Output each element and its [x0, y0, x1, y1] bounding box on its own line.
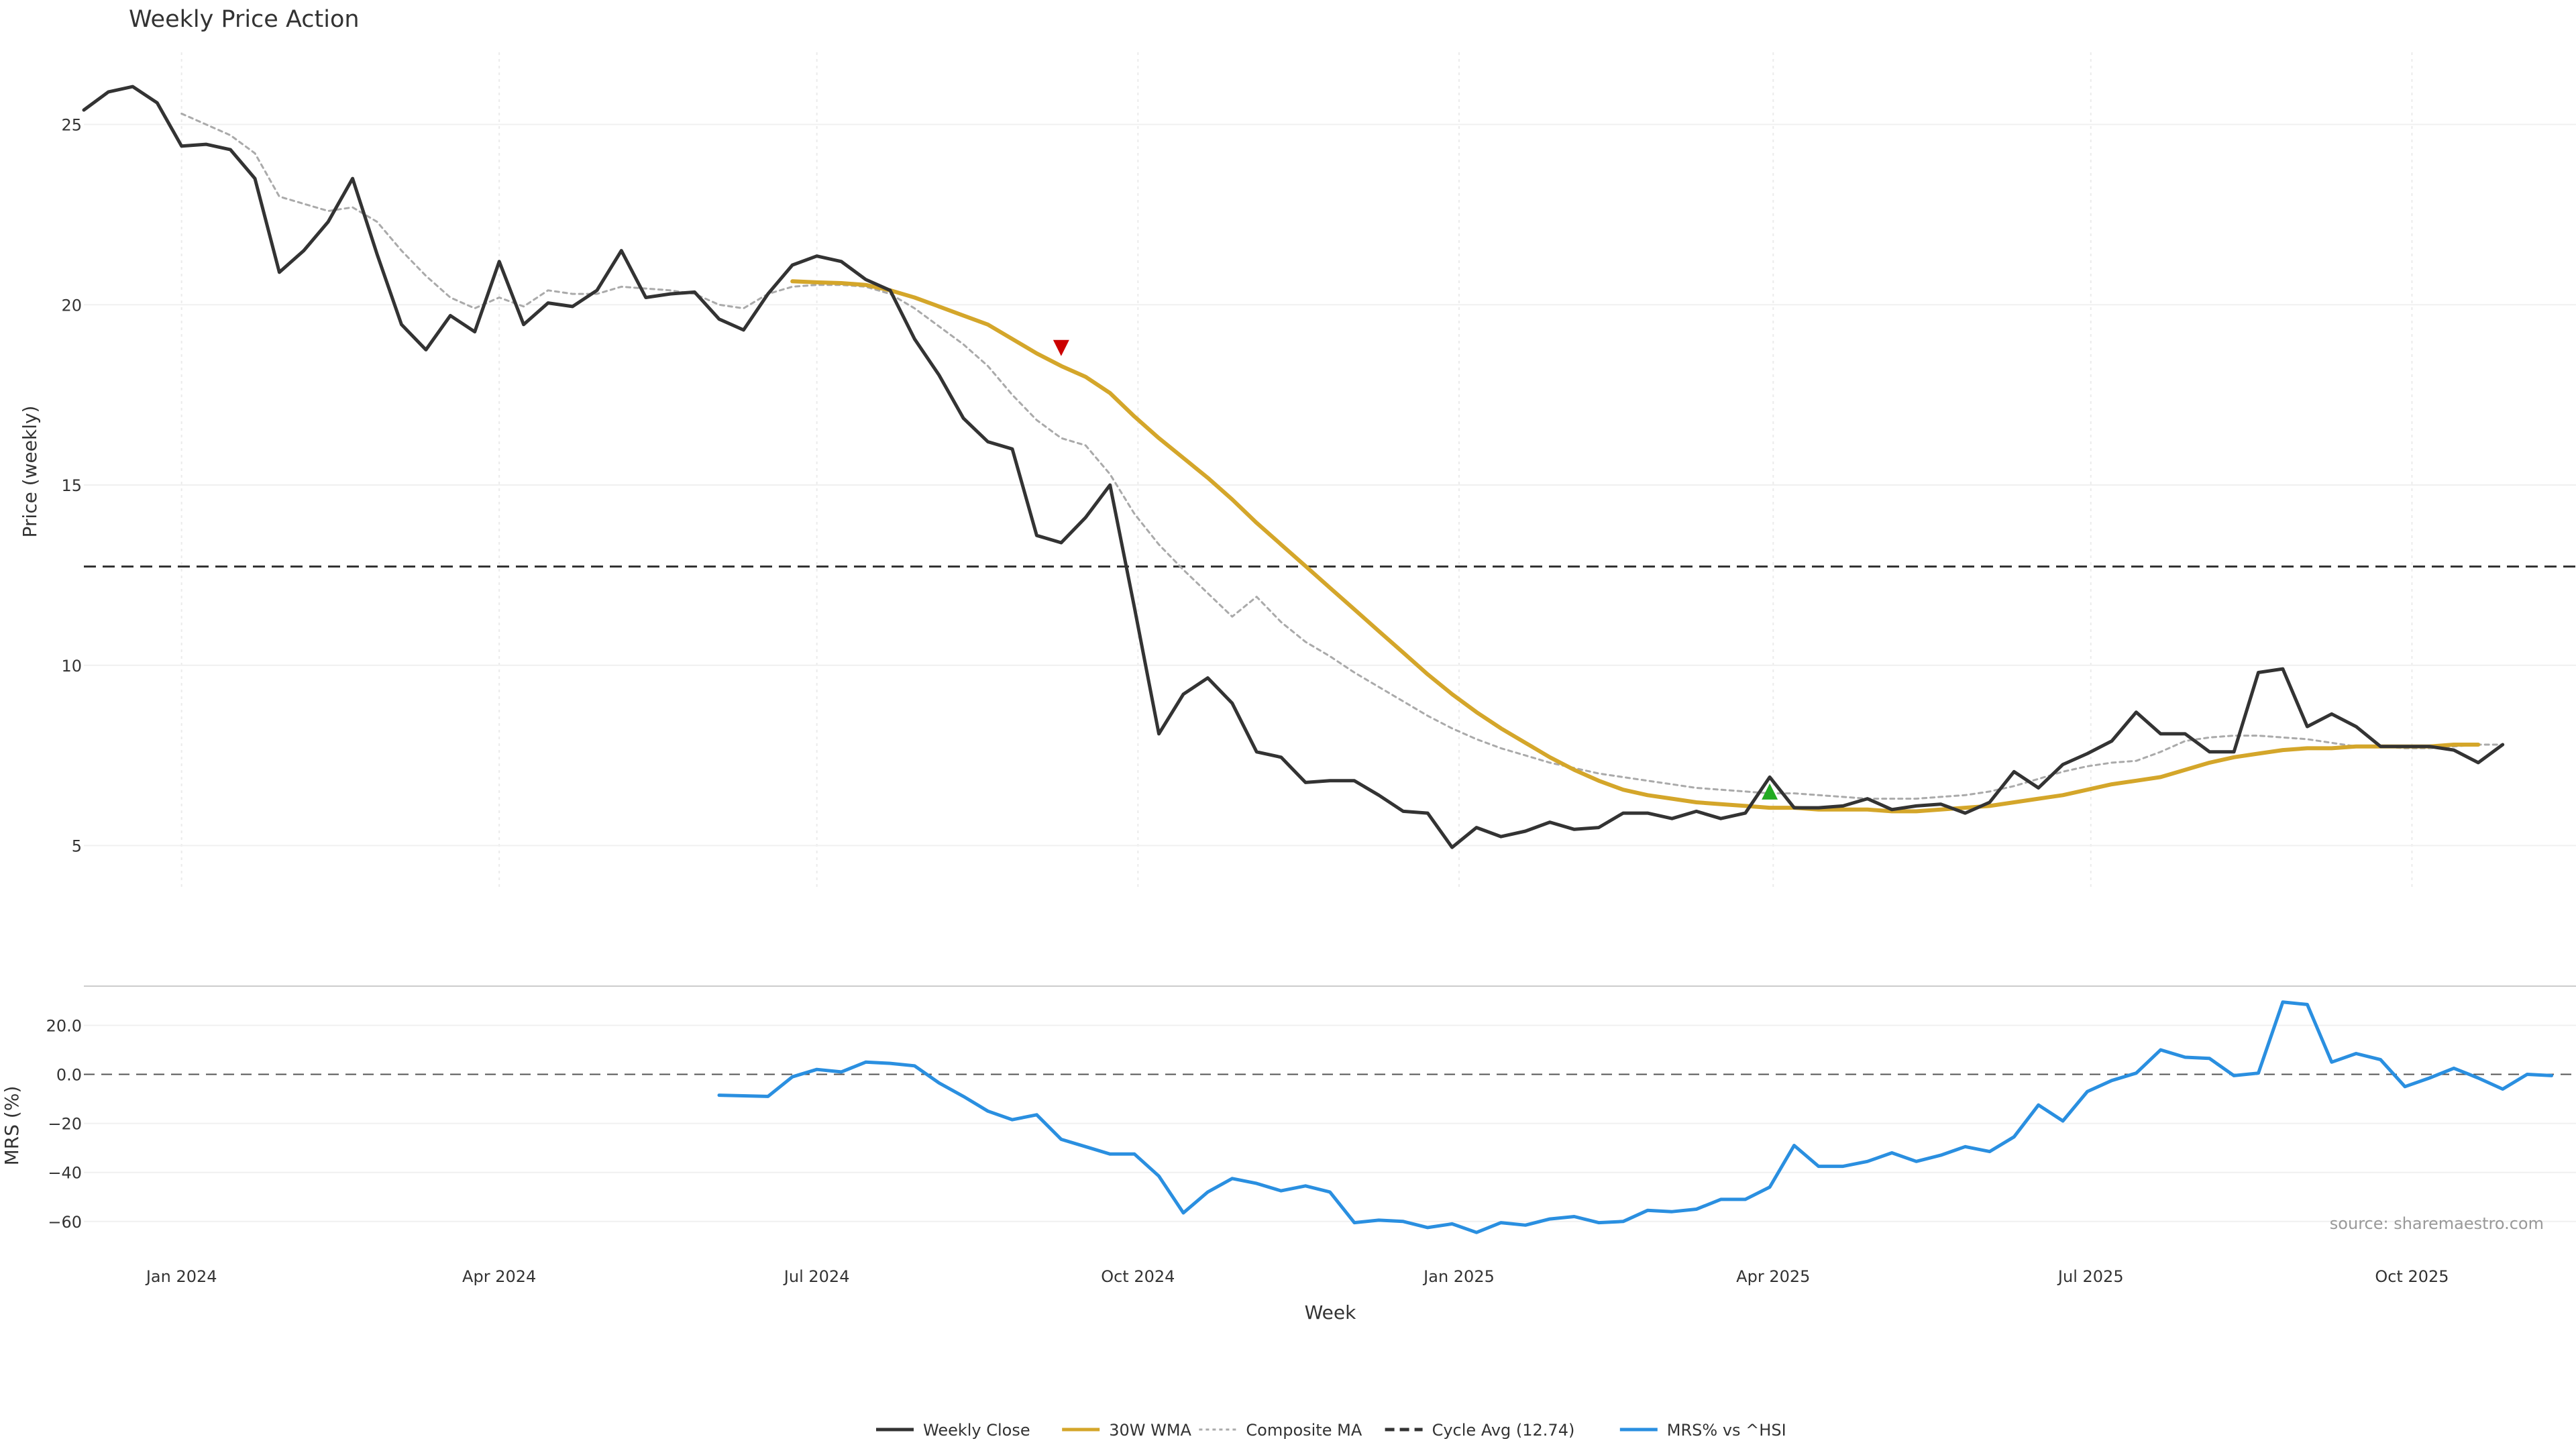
series-mrs-vs-hsi — [717, 1000, 2554, 1234]
mrs-y-ticks: 20.0 0.0 −20 −40 −60 — [46, 1016, 82, 1231]
x-axis-label: Week — [1305, 1301, 1356, 1324]
mrs-y-tick-label: 20.0 — [46, 1016, 82, 1035]
legend-item: Cycle Avg (12.74) — [1385, 1421, 1575, 1440]
mrs-y-tick-label: 0.0 — [56, 1066, 82, 1085]
mrs-y-tick-label: −40 — [48, 1164, 82, 1183]
price-y-tick-label: 25 — [61, 116, 82, 135]
x-tick-label: Jul 2025 — [2057, 1267, 2124, 1286]
sell-signal-marker — [1053, 339, 1069, 356]
x-tick-label: Jan 2024 — [145, 1267, 217, 1286]
legend-item: MRS% vs ^HSI — [1619, 1421, 1786, 1440]
price-y-tick-label: 5 — [72, 837, 82, 856]
price-panel: 5 10 15 20 25 Price (weekly) — [19, 52, 2576, 889]
x-tick-label: Apr 2025 — [1736, 1267, 1810, 1286]
series-30w-wma — [790, 279, 2481, 814]
x-axis-ticks: Jan 2024 Apr 2024 Jul 2024 Oct 2024 Jan 2025… — [145, 1267, 2449, 1286]
series-weekly-close — [82, 85, 2505, 849]
series-composite-ma — [180, 112, 2504, 800]
x-tick-label: Jul 2024 — [783, 1267, 850, 1286]
price-y-tick-label: 10 — [61, 657, 82, 676]
chart-title: Weekly Price Action — [129, 6, 360, 33]
x-tick-label: Oct 2025 — [2375, 1267, 2449, 1286]
legend-label: Weekly Close — [923, 1421, 1030, 1440]
price-y-tick-label: 15 — [61, 476, 82, 495]
legend-label: 30W WMA — [1109, 1421, 1191, 1440]
mrs-y-axis-label: MRS (%) — [1, 1086, 23, 1166]
legend-label: MRS% vs ^HSI — [1667, 1421, 1786, 1440]
mrs-y-tick-label: −60 — [48, 1213, 82, 1232]
legend-item: Weekly Close — [876, 1421, 1030, 1440]
legend: Weekly Close 30W WMA Composite MA Cycle Avg… — [876, 1421, 1786, 1440]
source-note: source: sharemaestro.com — [2330, 1214, 2544, 1233]
mrs-panel: 20.0 0.0 −20 −40 −60 MRS (%) source: sharema… — [1, 1000, 2576, 1234]
mrs-series-group — [717, 1000, 2554, 1234]
price-gridlines — [84, 52, 2576, 889]
price-y-axis-label: Price (weekly) — [19, 406, 41, 538]
mrs-y-tick-label: −20 — [48, 1115, 82, 1134]
x-tick-label: Oct 2024 — [1101, 1267, 1175, 1286]
price-y-ticks: 5 10 15 20 25 — [61, 116, 82, 856]
x-tick-label: Apr 2024 — [462, 1267, 536, 1286]
x-tick-label: Jan 2025 — [1422, 1267, 1495, 1286]
legend-label: Cycle Avg (12.74) — [1432, 1421, 1575, 1440]
mrs-gridlines — [84, 1024, 2576, 1222]
price-series-group — [82, 85, 2576, 849]
legend-label: Composite MA — [1246, 1421, 1362, 1440]
legend-item: 30W WMA — [1062, 1421, 1192, 1440]
price-y-tick-label: 20 — [61, 296, 82, 315]
legend-item: Composite MA — [1199, 1421, 1362, 1440]
buy-signal-marker — [1762, 783, 1778, 800]
price-markers — [1053, 339, 1778, 800]
